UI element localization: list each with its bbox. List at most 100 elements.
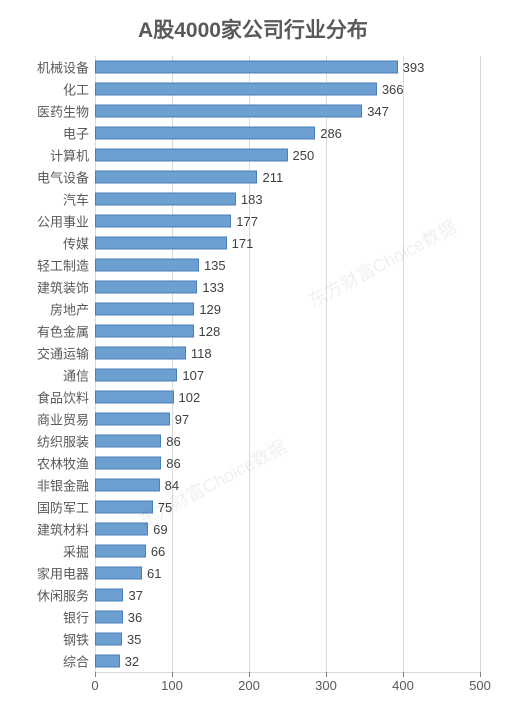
- bar: 37: [95, 589, 123, 602]
- bar-row: 国防军工75: [95, 496, 480, 518]
- bar-value-label: 86: [166, 434, 180, 449]
- x-tick-label: 100: [161, 678, 183, 693]
- category-label: 建筑装饰: [37, 278, 89, 297]
- bar-row: 化工366: [95, 78, 480, 100]
- bar: 84: [95, 479, 160, 492]
- category-label: 农林牧渔: [37, 454, 89, 473]
- bar-row: 家用电器61: [95, 562, 480, 584]
- bar-value-label: 286: [320, 126, 342, 141]
- category-label: 房地产: [50, 300, 89, 319]
- bar-value-label: 128: [199, 324, 221, 339]
- bar-row: 农林牧渔86: [95, 452, 480, 474]
- bar-row: 休闲服务37: [95, 584, 480, 606]
- bar: 69: [95, 523, 148, 536]
- category-label: 家用电器: [37, 564, 89, 583]
- category-label: 交通运输: [37, 344, 89, 363]
- bar-value-label: 133: [202, 280, 224, 295]
- bar-row: 钢铁35: [95, 628, 480, 650]
- bar-row: 通信107: [95, 364, 480, 386]
- bar-value-label: 366: [382, 82, 404, 97]
- bar-value-label: 135: [204, 258, 226, 273]
- category-label: 建筑材料: [37, 520, 89, 539]
- bar: 250: [95, 149, 288, 162]
- category-label: 商业贸易: [37, 410, 89, 429]
- gridline: [480, 56, 481, 672]
- bar-value-label: 347: [367, 104, 389, 119]
- bar-value-label: 118: [191, 346, 212, 361]
- bar-value-label: 66: [151, 544, 165, 559]
- bar-row: 商业贸易97: [95, 408, 480, 430]
- category-label: 综合: [63, 652, 89, 671]
- bar: 347: [95, 105, 362, 118]
- category-label: 银行: [63, 608, 89, 627]
- bar-value-label: 171: [232, 236, 254, 251]
- category-label: 国防军工: [37, 498, 89, 517]
- bar: 97: [95, 413, 170, 426]
- bar-row: 综合32: [95, 650, 480, 672]
- industry-distribution-chart: A股4000家公司行业分布 机械设备393化工366医药生物347电子286计算…: [0, 0, 506, 704]
- category-label: 公用事业: [37, 212, 89, 231]
- x-tick-label: 400: [392, 678, 414, 693]
- bar-row: 建筑材料69: [95, 518, 480, 540]
- bar-value-label: 86: [166, 456, 180, 471]
- bar-row: 有色金属128: [95, 320, 480, 342]
- bar: 183: [95, 193, 236, 206]
- bar-row: 采掘66: [95, 540, 480, 562]
- bar: 86: [95, 457, 161, 470]
- bar-row: 建筑装饰133: [95, 276, 480, 298]
- bar-row: 传媒171: [95, 232, 480, 254]
- bar: 129: [95, 303, 194, 316]
- category-label: 钢铁: [63, 630, 89, 649]
- category-label: 轻工制造: [37, 256, 89, 275]
- bar: 393: [95, 61, 398, 74]
- bar: 32: [95, 655, 120, 668]
- category-label: 计算机: [50, 146, 89, 165]
- category-label: 电子: [63, 124, 89, 143]
- x-tick-label: 0: [91, 678, 98, 693]
- bar: 118: [95, 347, 186, 360]
- category-label: 休闲服务: [37, 586, 89, 605]
- bar-value-label: 75: [158, 500, 172, 515]
- bar-value-label: 393: [403, 60, 425, 75]
- category-label: 汽车: [63, 190, 89, 209]
- bar: 102: [95, 391, 174, 404]
- bar: 171: [95, 237, 227, 250]
- bar-row: 银行36: [95, 606, 480, 628]
- bar: 366: [95, 83, 377, 96]
- category-label: 通信: [63, 366, 89, 385]
- bar-value-label: 36: [128, 610, 142, 625]
- bar: 135: [95, 259, 199, 272]
- bar: 286: [95, 127, 315, 140]
- category-label: 电气设备: [37, 168, 89, 187]
- bar-value-label: 107: [182, 368, 204, 383]
- chart-title: A股4000家公司行业分布: [0, 0, 506, 52]
- bar-row: 医药生物347: [95, 100, 480, 122]
- category-label: 机械设备: [37, 58, 89, 77]
- bar: 211: [95, 171, 257, 184]
- bar-row: 交通运输118: [95, 342, 480, 364]
- bar-row: 房地产129: [95, 298, 480, 320]
- bar-value-label: 69: [153, 522, 167, 537]
- bar-row: 电气设备211: [95, 166, 480, 188]
- bar: 128: [95, 325, 194, 338]
- x-tick-label: 200: [238, 678, 260, 693]
- bar: 133: [95, 281, 197, 294]
- category-label: 有色金属: [37, 322, 89, 341]
- plot-area: 机械设备393化工366医药生物347电子286计算机250电气设备211汽车1…: [95, 56, 480, 673]
- bar-row: 纺织服装86: [95, 430, 480, 452]
- category-label: 化工: [63, 80, 89, 99]
- category-label: 食品饮料: [37, 388, 89, 407]
- category-label: 传媒: [63, 234, 89, 253]
- bar-value-label: 32: [125, 654, 139, 669]
- bar-value-label: 183: [241, 192, 263, 207]
- bar-value-label: 35: [127, 632, 141, 647]
- bar: 61: [95, 567, 142, 580]
- bar: 75: [95, 501, 153, 514]
- bar-row: 公用事业177: [95, 210, 480, 232]
- x-tick-label: 500: [469, 678, 491, 693]
- bar: 86: [95, 435, 161, 448]
- bar-value-label: 211: [262, 170, 283, 185]
- bar-value-label: 84: [165, 478, 179, 493]
- bar: 177: [95, 215, 231, 228]
- bar-value-label: 177: [236, 214, 258, 229]
